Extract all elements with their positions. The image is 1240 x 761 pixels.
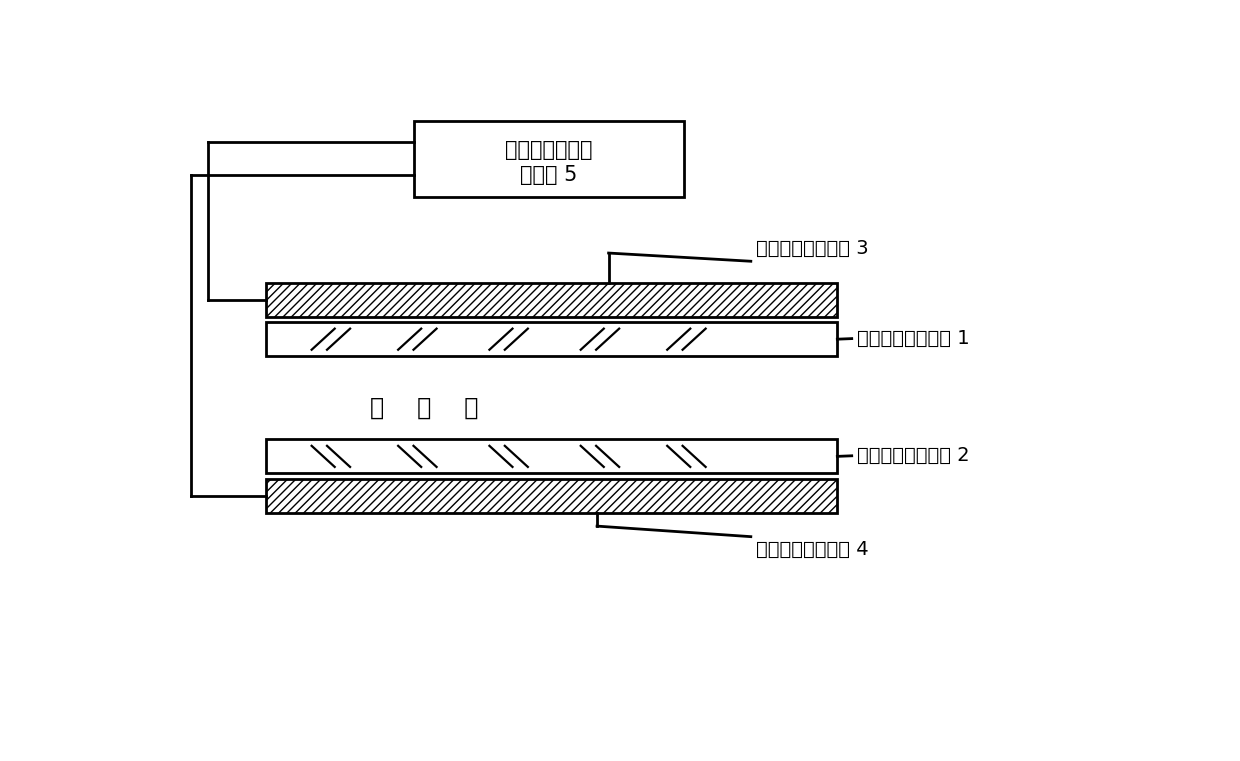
Bar (265, 479, 837, 513)
Text: 电    晕    区: 电 晕 区 (370, 396, 479, 420)
Bar (265, 283, 837, 317)
Text: 等离子体发生器: 等离子体发生器 (505, 139, 593, 160)
Bar (265, 322, 837, 356)
Bar (414, 121, 683, 197)
Bar (265, 283, 837, 317)
Bar (265, 479, 837, 513)
Text: 主电源 5: 主电源 5 (521, 165, 578, 186)
Text: 下等离子体放电体 4: 下等离子体放电体 4 (755, 540, 868, 559)
Text: 上等离子体放电体 3: 上等离子体放电体 3 (755, 239, 868, 258)
Text: 粒子折射上透明板 1: 粒子折射上透明板 1 (857, 329, 970, 348)
Bar (265, 439, 837, 473)
Text: 粒子折射下透明板 2: 粒子折射下透明板 2 (857, 446, 970, 465)
